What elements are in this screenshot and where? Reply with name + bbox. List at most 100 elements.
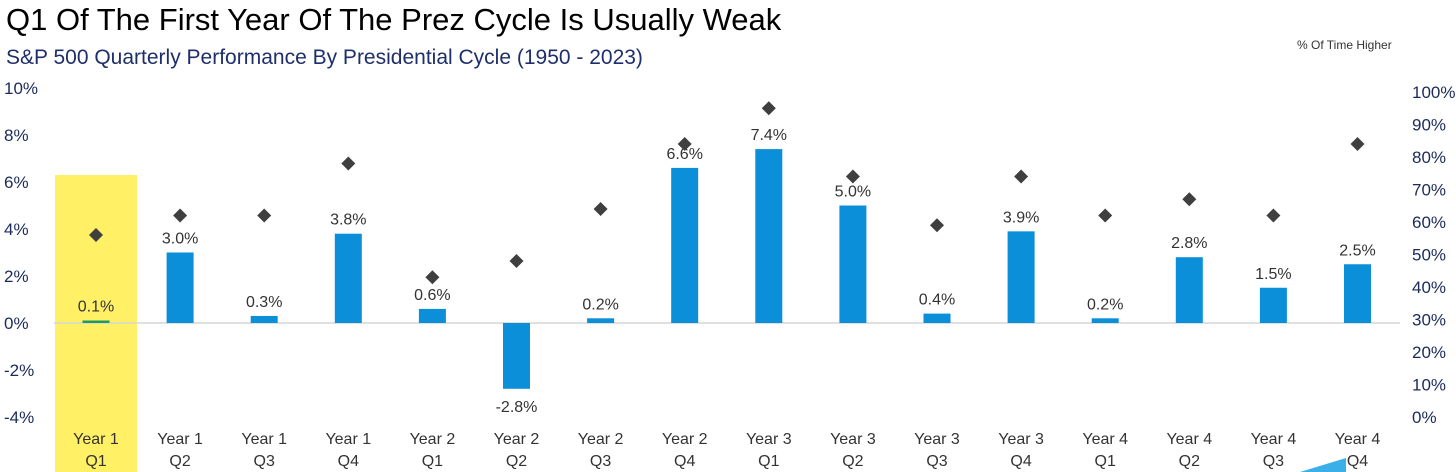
- x-category-label-quarter: Q4: [1347, 453, 1368, 470]
- y-tick-label-left: 8%: [4, 126, 29, 145]
- data-label: 2.8%: [1171, 235, 1207, 252]
- diamond-marker: [761, 101, 776, 116]
- corner-accent: [1300, 458, 1346, 472]
- bar: [923, 313, 951, 323]
- x-category-label-quarter: Q3: [254, 453, 275, 470]
- x-category-label-quarter: Q4: [674, 453, 695, 470]
- diamond-marker: [1266, 208, 1281, 223]
- bar: [1007, 231, 1035, 323]
- x-category-label-year: Year 4: [1251, 431, 1297, 448]
- bar: [1175, 257, 1203, 323]
- x-category-label-quarter: Q4: [1010, 453, 1031, 470]
- y-tick-label-right: 20%: [1412, 343, 1446, 362]
- x-category-label-quarter: Q2: [1179, 453, 1200, 470]
- diamond-marker: [257, 208, 272, 223]
- y-tick-label-right: 0%: [1412, 408, 1437, 427]
- x-category-label-year: Year 1: [241, 431, 287, 448]
- data-label: 3.8%: [330, 212, 366, 229]
- x-category-label-year: Year 4: [1082, 431, 1128, 448]
- y-tick-label-left: -4%: [4, 408, 34, 427]
- y-tick-label-right: 10%: [1412, 376, 1446, 395]
- x-category-label-quarter: Q3: [590, 453, 611, 470]
- x-category-label-year: Year 1: [157, 431, 203, 448]
- bar: [250, 315, 278, 323]
- x-category-label-year: Year 3: [914, 431, 960, 448]
- data-label: 0.3%: [246, 294, 282, 311]
- diamond-marker: [677, 137, 692, 151]
- data-label: 7.4%: [751, 127, 787, 144]
- diamond-marker: [509, 254, 524, 268]
- x-category-label-quarter: Q4: [338, 453, 359, 470]
- y-tick-label-right: 30%: [1412, 311, 1446, 330]
- x-category-label-quarter: Q1: [1095, 453, 1116, 470]
- bar: [82, 320, 110, 323]
- bar: [334, 233, 362, 323]
- diamond-marker: [341, 156, 356, 171]
- data-label: 0.2%: [1087, 296, 1123, 313]
- bar: [503, 323, 530, 389]
- x-category-label-year: Year 1: [73, 431, 119, 448]
- data-label: 0.1%: [78, 299, 114, 316]
- diamond-marker: [1350, 137, 1365, 151]
- data-label: 3.9%: [1003, 209, 1039, 226]
- x-category-label-year: Year 2: [410, 431, 456, 448]
- x-category-label-year: Year 2: [578, 431, 624, 448]
- diamond-marker: [1182, 192, 1197, 207]
- y-tick-label-right: 40%: [1412, 278, 1446, 297]
- x-category-label-quarter: Q1: [758, 453, 779, 470]
- y-tick-label-left: 6%: [4, 173, 29, 192]
- x-category-label-year: Year 4: [1335, 431, 1381, 448]
- diamond-marker: [1014, 169, 1029, 184]
- diamond-marker: [593, 202, 608, 216]
- x-category-label-year: Year 2: [494, 431, 540, 448]
- x-category-label-quarter: Q1: [85, 453, 106, 470]
- diamond-marker: [425, 270, 440, 285]
- x-category-label-year: Year 3: [746, 431, 792, 448]
- y-tick-label-left: 4%: [4, 220, 29, 239]
- bar: [1091, 318, 1119, 323]
- x-category-label-quarter: Q1: [422, 453, 443, 470]
- x-category-label-year: Year 4: [1166, 431, 1212, 448]
- data-label: -2.8%: [496, 399, 538, 416]
- data-label: 0.6%: [414, 287, 450, 304]
- y-tick-label-left: 2%: [4, 267, 29, 286]
- y-tick-label-right: 80%: [1412, 148, 1446, 167]
- x-category-label-quarter: Q2: [842, 453, 863, 470]
- y-tick-label-right: 50%: [1412, 246, 1446, 265]
- diamond-marker: [173, 208, 188, 223]
- right-axis-title: % Of Time Higher: [1297, 38, 1392, 52]
- data-label: 6.6%: [666, 146, 702, 163]
- y-tick-label-left: 10%: [4, 79, 38, 98]
- y-tick-label-left: -2%: [4, 361, 34, 380]
- data-label: 3.0%: [162, 231, 198, 248]
- bar: [587, 318, 615, 323]
- x-category-label-year: Year 1: [325, 431, 371, 448]
- data-label: 0.2%: [582, 296, 618, 313]
- diamond-marker: [930, 218, 944, 233]
- data-label: 2.5%: [1339, 242, 1375, 259]
- x-category-label-quarter: Q3: [1263, 453, 1284, 470]
- bar: [418, 308, 446, 323]
- bar: [1344, 264, 1371, 323]
- chart-title: Q1 Of The First Year Of The Prez Cycle I…: [6, 2, 782, 37]
- x-category-label-year: Year 3: [830, 431, 876, 448]
- diamond-marker: [89, 228, 103, 242]
- diamond-marker: [1098, 208, 1113, 223]
- diamond-marker: [845, 169, 860, 184]
- bar: [671, 167, 699, 323]
- y-tick-label-right: 100%: [1412, 83, 1455, 102]
- bar: [755, 149, 783, 323]
- bar: [839, 205, 867, 323]
- x-category-label-year: Year 3: [998, 431, 1044, 448]
- y-tick-label-right: 60%: [1412, 213, 1446, 232]
- bar: [166, 252, 194, 323]
- x-category-label-year: Year 2: [662, 431, 708, 448]
- x-category-label-quarter: Q2: [506, 453, 527, 470]
- x-category-label-quarter: Q3: [926, 453, 947, 470]
- data-label: 0.4%: [919, 292, 955, 309]
- data-label: 1.5%: [1255, 266, 1291, 283]
- y-tick-label-right: 90%: [1412, 116, 1446, 135]
- x-category-label-quarter: Q2: [169, 453, 190, 470]
- data-label: 5.0%: [835, 184, 871, 201]
